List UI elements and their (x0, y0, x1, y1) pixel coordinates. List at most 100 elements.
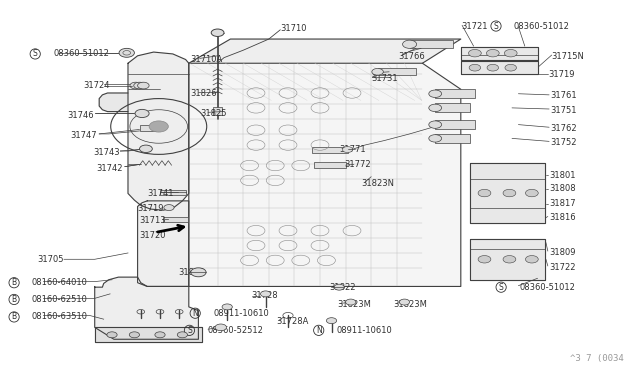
Text: ^3 7 (0034: ^3 7 (0034 (570, 354, 624, 363)
Text: 08160-62510: 08160-62510 (32, 295, 88, 304)
Circle shape (372, 68, 383, 75)
Text: 31719: 31719 (138, 204, 164, 213)
Text: 08360-51012: 08360-51012 (519, 283, 575, 292)
Circle shape (505, 64, 516, 71)
Bar (213, 107, 222, 115)
Text: 31825: 31825 (200, 109, 227, 118)
Text: 31772: 31772 (344, 160, 371, 169)
Bar (435, 120, 475, 129)
Circle shape (429, 104, 442, 112)
Text: 31741: 31741 (147, 189, 173, 198)
Circle shape (478, 256, 491, 263)
Circle shape (399, 299, 410, 305)
Text: 08160-63510: 08160-63510 (32, 312, 88, 321)
Circle shape (119, 48, 134, 57)
Bar (140, 125, 159, 131)
Circle shape (429, 121, 442, 128)
Text: 31802: 31802 (178, 268, 204, 277)
Bar (314, 162, 346, 168)
Text: S: S (493, 22, 499, 31)
Circle shape (130, 82, 141, 89)
Circle shape (403, 40, 417, 48)
Polygon shape (189, 39, 461, 63)
Text: 31731: 31731 (371, 74, 398, 83)
Text: 31823M: 31823M (394, 300, 428, 309)
Text: 31808: 31808 (549, 185, 576, 193)
Text: B: B (12, 312, 17, 321)
Text: 31801: 31801 (549, 171, 575, 180)
Text: 08160-64010: 08160-64010 (32, 278, 88, 287)
Text: 31752: 31752 (550, 138, 577, 147)
Circle shape (503, 189, 516, 197)
Circle shape (504, 49, 517, 57)
Text: 31743: 31743 (93, 148, 120, 157)
Bar (160, 190, 186, 195)
Text: 31728: 31728 (251, 291, 278, 300)
Text: 08360-52512: 08360-52512 (207, 326, 263, 335)
Text: N: N (193, 309, 198, 318)
Circle shape (191, 268, 206, 277)
Text: 31826: 31826 (191, 89, 218, 98)
Circle shape (342, 147, 353, 153)
Circle shape (468, 49, 481, 57)
Text: 31710: 31710 (280, 24, 307, 33)
Circle shape (177, 332, 188, 338)
Text: 31742: 31742 (96, 164, 122, 173)
Text: 31766: 31766 (399, 52, 426, 61)
Text: 31751: 31751 (550, 106, 577, 115)
Text: 31722: 31722 (549, 263, 575, 272)
Text: 31721: 31721 (461, 22, 487, 31)
Circle shape (135, 109, 149, 118)
Bar (312, 147, 348, 153)
Circle shape (487, 64, 499, 71)
Text: 31771: 31771 (339, 145, 366, 154)
Polygon shape (128, 52, 189, 210)
Circle shape (429, 135, 442, 142)
Circle shape (525, 256, 538, 263)
Circle shape (215, 324, 227, 331)
Text: 31720: 31720 (140, 231, 166, 240)
Circle shape (155, 332, 165, 338)
Bar (435, 89, 475, 98)
Text: 31762: 31762 (550, 124, 577, 133)
Bar (163, 217, 188, 222)
Circle shape (260, 291, 271, 297)
Polygon shape (138, 201, 189, 286)
Polygon shape (470, 163, 545, 223)
Text: 31728A: 31728A (276, 317, 309, 326)
Polygon shape (95, 327, 202, 342)
Text: 31710A: 31710A (191, 55, 223, 64)
Polygon shape (99, 93, 128, 112)
Circle shape (222, 304, 232, 310)
Text: 08911-10610: 08911-10610 (213, 309, 269, 318)
Text: S: S (33, 49, 38, 58)
Text: 31817: 31817 (549, 199, 576, 208)
Text: 31747: 31747 (70, 131, 97, 140)
Text: 31746: 31746 (67, 111, 94, 120)
Text: 31823M: 31823M (337, 300, 371, 309)
Bar (435, 103, 470, 112)
Text: 08360-51012: 08360-51012 (53, 49, 109, 58)
Text: 31809: 31809 (549, 248, 575, 257)
Bar (435, 134, 470, 143)
Text: S: S (187, 326, 192, 335)
Text: 08911-10610: 08911-10610 (337, 326, 392, 335)
Circle shape (134, 82, 145, 89)
Circle shape (140, 145, 152, 153)
Text: 31705: 31705 (37, 255, 63, 264)
Circle shape (478, 189, 491, 197)
Circle shape (211, 29, 224, 36)
Circle shape (429, 90, 442, 97)
Text: 08360-51012: 08360-51012 (514, 22, 570, 31)
Circle shape (164, 205, 174, 211)
Text: B: B (12, 278, 17, 287)
Text: 31823N: 31823N (361, 179, 394, 187)
Circle shape (525, 189, 538, 197)
Polygon shape (461, 61, 538, 74)
Text: S: S (499, 283, 504, 292)
Text: 31713: 31713 (140, 216, 166, 225)
Text: 31724: 31724 (83, 81, 109, 90)
Polygon shape (461, 46, 538, 60)
Text: 31822: 31822 (330, 283, 356, 292)
Circle shape (346, 299, 356, 305)
